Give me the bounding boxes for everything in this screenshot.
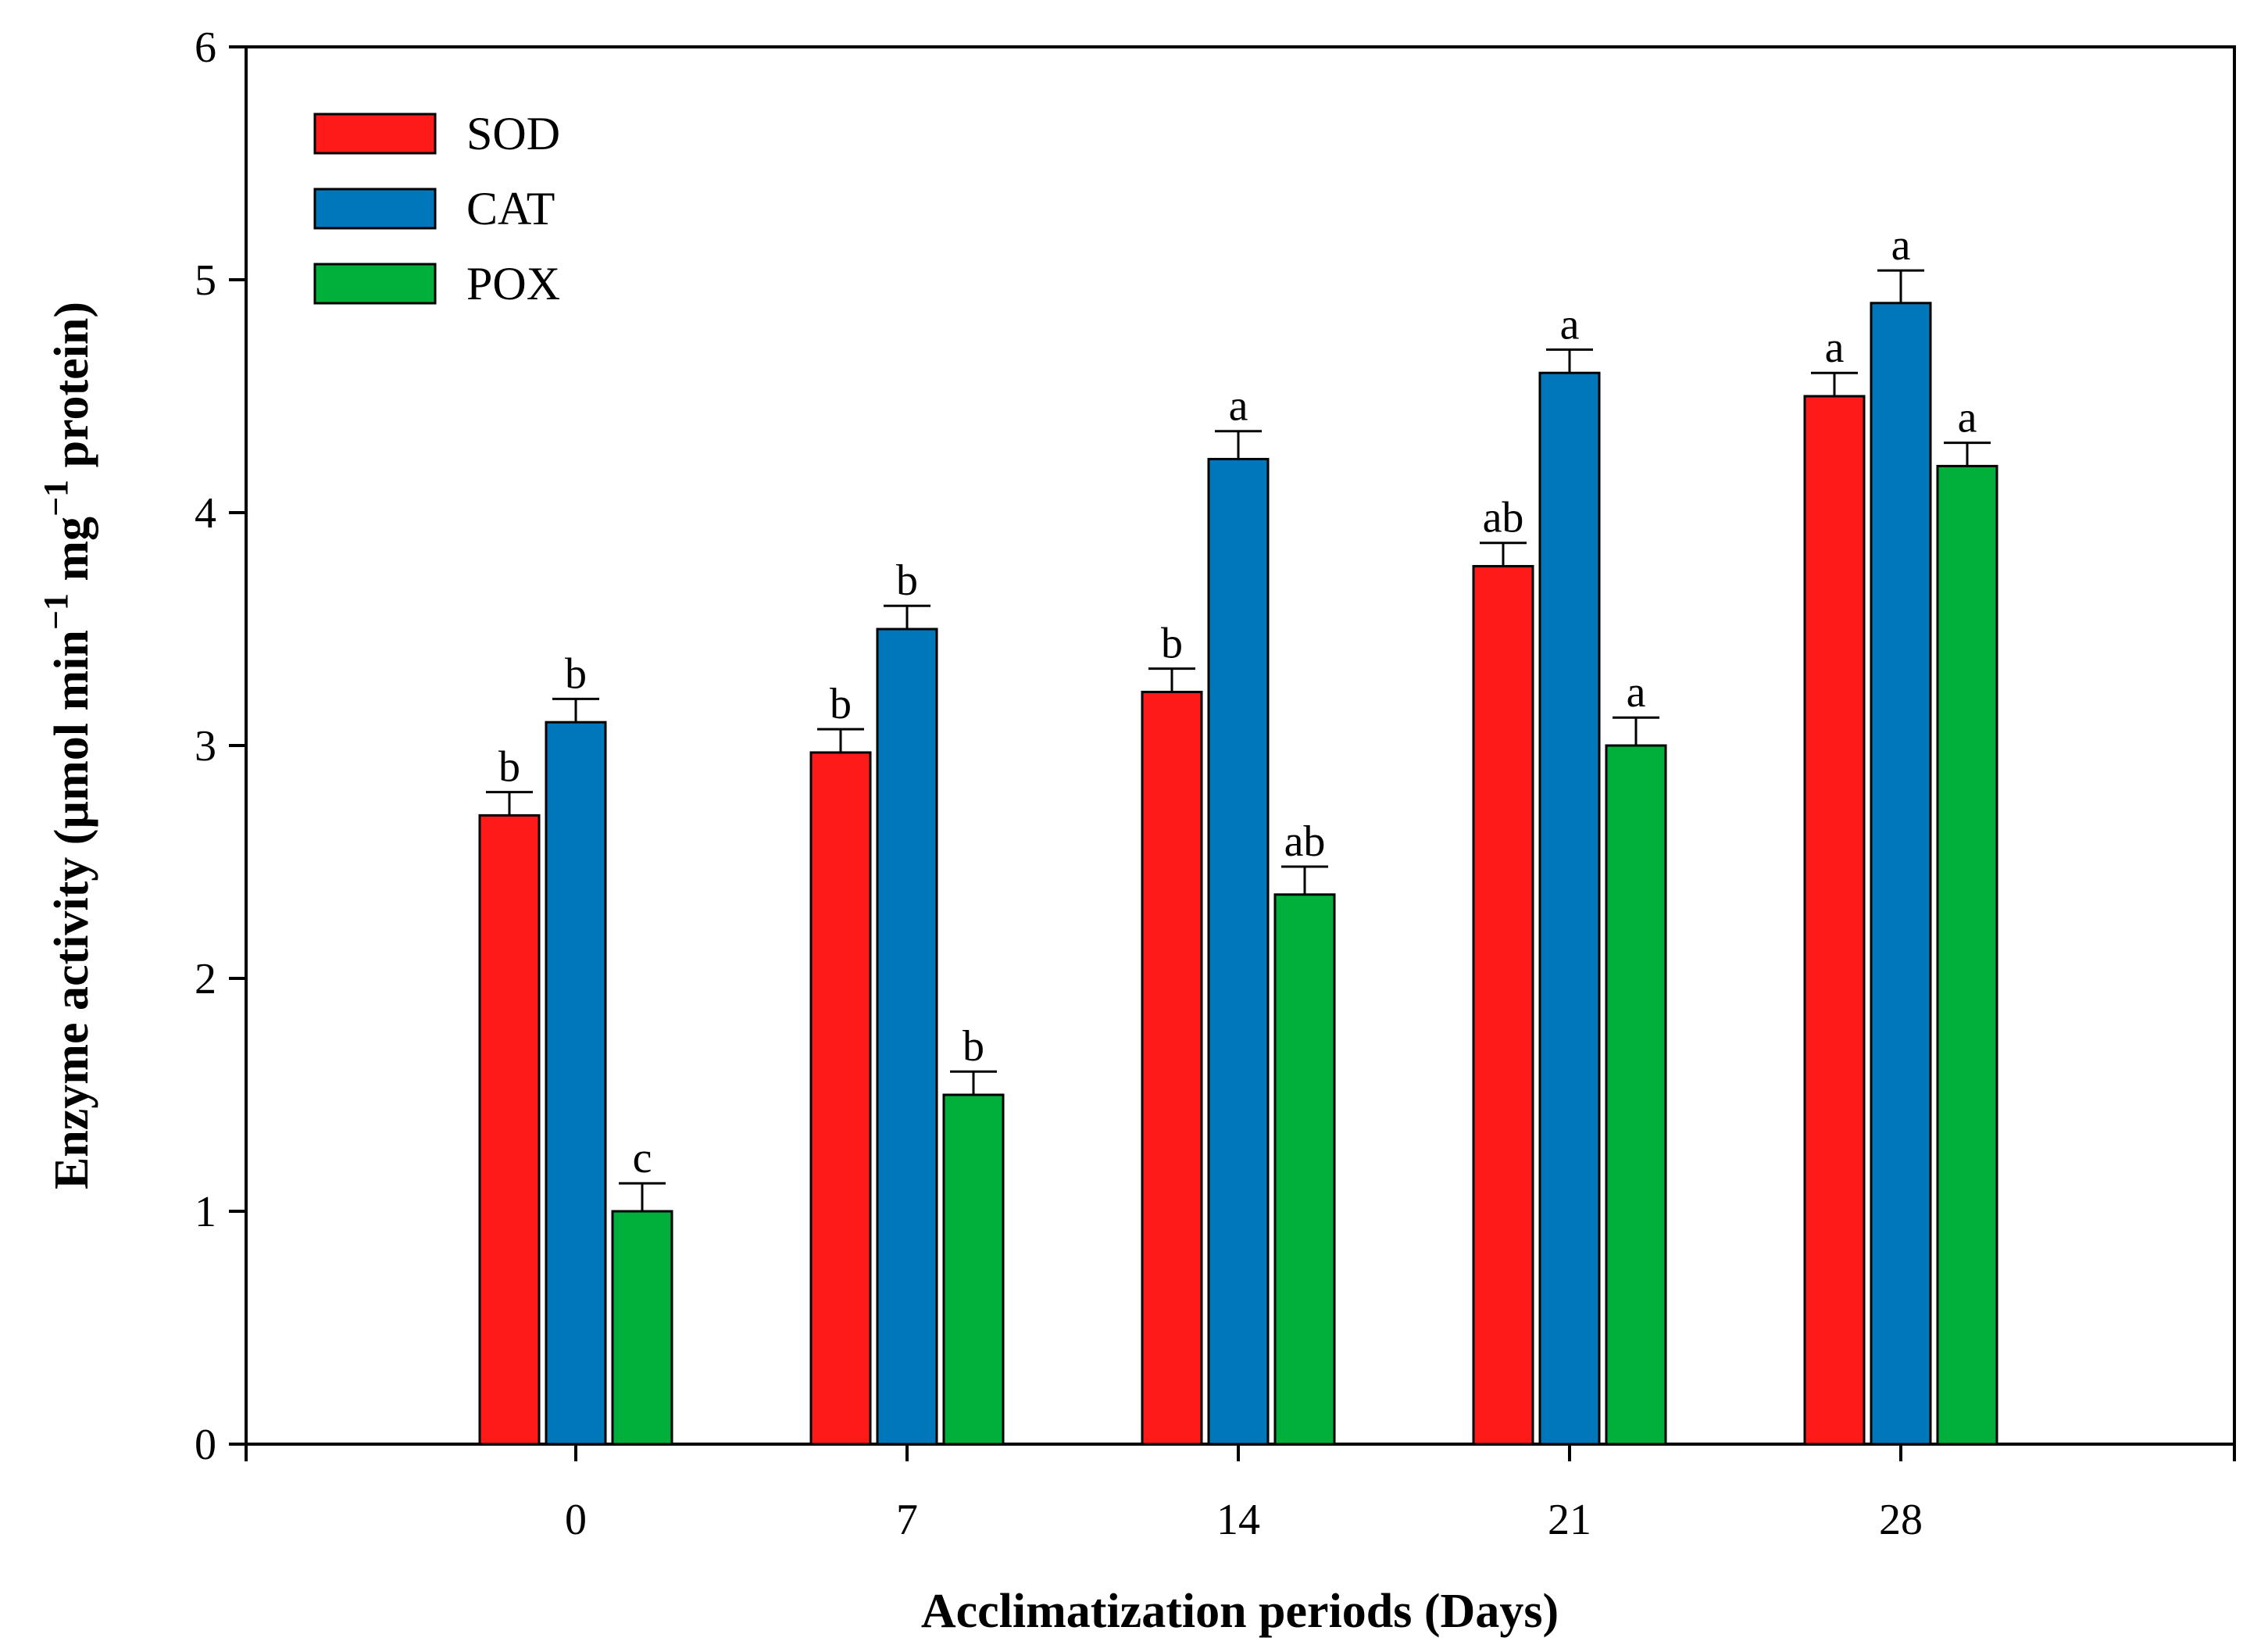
significance-label: b (565, 649, 587, 698)
significance-label: a (1958, 394, 1977, 442)
legend-swatch-sod (313, 113, 437, 155)
significance-label: b (963, 1022, 984, 1071)
significance-label: b (896, 556, 918, 605)
bar-sod (478, 813, 541, 1446)
bar-sod (1141, 690, 1203, 1446)
x-tick-label: 0 (565, 1496, 587, 1544)
bar-pox (942, 1093, 1005, 1446)
legend-swatch-pox (313, 263, 437, 305)
bar-cat (1538, 371, 1601, 1446)
significance-label: a (1627, 668, 1646, 717)
bar-sod (809, 751, 872, 1446)
significance-label: b (830, 680, 852, 728)
y-axis-title-exponent-2: −1 (37, 480, 75, 517)
significance-label: ab (1284, 817, 1326, 866)
x-tick-label: 28 (1879, 1496, 1923, 1544)
y-tick-label: 6 (195, 23, 216, 72)
legend: SOD CAT POX (313, 108, 560, 309)
bar-sod (1803, 395, 1866, 1446)
y-tick-label: 1 (195, 1188, 216, 1236)
significance-label: b (498, 743, 520, 792)
y-tick-label: 5 (195, 256, 216, 305)
y-tick-label: 0 (195, 1421, 216, 1469)
significance-label: a (1229, 382, 1248, 431)
x-tick-label: 14 (1216, 1496, 1260, 1544)
significance-label: a (1825, 324, 1845, 372)
significance-label: a (1560, 300, 1580, 349)
bar-cat (545, 721, 607, 1446)
y-tick-label: 2 (195, 955, 216, 1003)
bar-cat (1207, 457, 1270, 1446)
bar-sod (1472, 565, 1534, 1446)
y-axis-title-middle: mg (45, 517, 98, 593)
y-axis-title: Enzyme activity (µmol min−1 mg−1 protein… (37, 302, 98, 1189)
legend-swatch-cat (313, 188, 437, 230)
x-tick-label: 21 (1548, 1496, 1591, 1544)
legend-label-cat: CAT (466, 183, 555, 234)
bar-pox (1605, 744, 1667, 1446)
x-axis-title: Acclimatization periods (Days) (921, 1585, 1559, 1638)
legend-label-sod: SOD (466, 108, 560, 159)
legend-label-pox: POX (466, 258, 560, 309)
x-axis: 0 7 14 21 28 (245, 1444, 2236, 1544)
y-axis-title-exponent-1: −1 (37, 593, 75, 630)
x-tick-label: 7 (896, 1496, 918, 1544)
significance-label: ab (1483, 494, 1524, 542)
y-axis: 0 1 2 3 4 5 6 (195, 23, 246, 1469)
y-axis-title-prefix: Enzyme activity (µmol min (45, 630, 98, 1189)
y-tick-label: 4 (195, 489, 216, 538)
significance-label: c (633, 1134, 652, 1182)
bar-cat (876, 628, 938, 1446)
significance-label: a (1891, 221, 1911, 270)
bar-pox (1936, 464, 1998, 1446)
bar-cat (1870, 302, 1932, 1446)
y-tick-label: 3 (195, 722, 216, 771)
bar-pox (611, 1210, 673, 1446)
significance-label: b (1161, 620, 1183, 668)
bar-pox (1273, 893, 1336, 1446)
y-axis-title-suffix: protein) (45, 302, 98, 480)
